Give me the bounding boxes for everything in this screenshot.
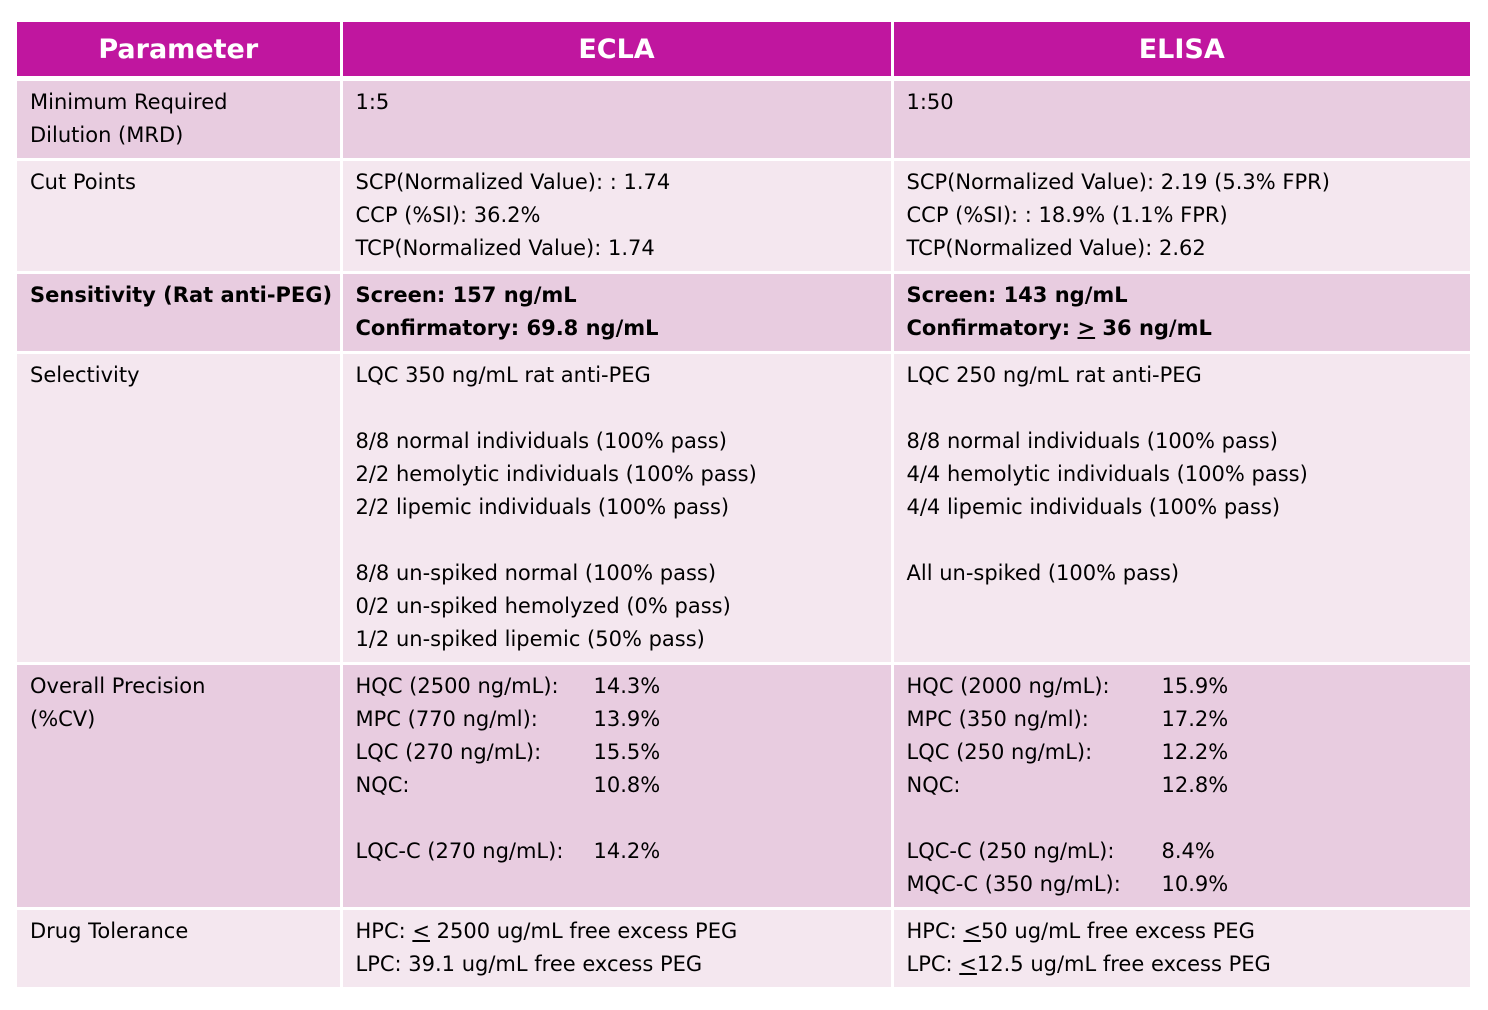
sensitivity-elisa-screen: Screen: 143 ng/mL: [906, 283, 1128, 307]
cut-points-ecla-scp: SCP(Normalized Value): : 1.74: [355, 170, 671, 194]
cut-points-ecla-ccp: CCP (%SI): 36.2%: [355, 203, 541, 227]
selectivity-elisa-normal: 8/8 normal individuals (100% pass): [906, 429, 1278, 453]
precision-ecla-lqc: LQC (270 ng/mL): 15.5%: [355, 740, 661, 764]
row-drug-tolerance: Drug Tolerance HPC: < 2500 ug/mL free ex…: [17, 908, 1470, 990]
selectivity-ecla-unspiked-hemolyzed: 0/2 un-spiked hemolyzed (0% pass): [355, 594, 731, 618]
selectivity-ecla: LQC 350 ng/mL rat anti-PEG 8/8 normal in…: [341, 352, 894, 665]
cut-points-ecla-tcp: TCP(Normalized Value): 1.74: [355, 236, 655, 260]
comparison-table: Parameter ECLA ELISA Minimum Required Di…: [17, 22, 1470, 990]
selectivity-label-text: Selectivity: [30, 363, 140, 387]
cut-points-elisa-ccp: CCP (%SI): : 18.9% (1.1% FPR): [906, 203, 1228, 227]
selectivity-elisa-lqc: LQC 250 ng/mL rat anti-PEG: [906, 363, 1202, 387]
selectivity-elisa-unspiked-all: All un-spiked (100% pass): [906, 561, 1180, 585]
cut-points-ecla: SCP(Normalized Value): : 1.74 CCP (%SI):…: [341, 159, 894, 274]
sensitivity-ecla: Screen: 157 ng/mL Confirmatory: 69.8 ng/…: [341, 272, 894, 354]
cut-points-label: Cut Points: [17, 159, 343, 274]
drug-tolerance-label-text: Drug Tolerance: [30, 919, 189, 943]
precision-ecla-mpc: MPC (770 ng/ml): 13.9%: [355, 707, 661, 731]
precision-label: Overall Precision (%CV): [17, 663, 343, 910]
row-cut-points: Cut Points SCP(Normalized Value): : 1.74…: [17, 159, 1470, 274]
selectivity-elisa: LQC 250 ng/mL rat anti-PEG 8/8 normal in…: [892, 352, 1470, 665]
selectivity-ecla-unspiked-lipemic: 1/2 un-spiked lipemic (50% pass): [355, 627, 705, 651]
sensitivity-elisa: Screen: 143 ng/mL Confirmatory: > 36 ng/…: [892, 272, 1470, 354]
precision-label-line2: (%CV): [30, 707, 96, 731]
header-ecla: ECLA: [341, 22, 894, 81]
selectivity-ecla-unspiked-normal: 8/8 un-spiked normal (100% pass): [355, 561, 717, 585]
sensitivity-elisa-confirm-prefix: Confirmatory:: [906, 316, 1078, 340]
drug-tolerance-ecla-hpc: HPC: < 2500 ug/mL free excess PEG: [355, 919, 738, 943]
sensitivity-elisa-confirmatory: Confirmatory: > 36 ng/mL: [907, 312, 1461, 345]
selectivity-elisa-lipemic: 4/4 lipemic individuals (100% pass): [906, 495, 1281, 519]
precision-elisa-nqc: NQC: 12.8%: [906, 773, 1229, 797]
sensitivity-label: Sensitivity (Rat anti-PEG): [17, 272, 343, 354]
sensitivity-ecla-confirmatory: Confirmatory: 69.8 ng/mL: [355, 316, 659, 340]
header-parameter: Parameter: [17, 22, 343, 81]
mrd-elisa-value: 1:50: [906, 90, 954, 114]
lte-symbol: <: [963, 919, 981, 943]
gte-symbol: >: [1077, 316, 1096, 340]
sensitivity-ecla-screen: Screen: 157 ng/mL: [355, 283, 577, 307]
drug-tolerance-elisa-lpc: LPC: <12.5 ug/mL free excess PEG: [906, 952, 1271, 976]
precision-ecla: HQC (2500 ng/mL): 14.3% MPC (770 ng/ml): 1…: [341, 663, 894, 910]
precision-ecla-hqc: HQC (2500 ng/mL): 14.3%: [355, 674, 661, 698]
cut-points-elisa-scp: SCP(Normalized Value): 2.19 (5.3% FPR): [906, 170, 1330, 194]
precision-ecla-lqc-c: LQC-C (270 ng/mL): 14.2%: [355, 839, 661, 863]
precision-ecla-nqc: NQC: 10.8%: [355, 773, 661, 797]
drug-tolerance-label: Drug Tolerance: [17, 908, 343, 990]
drug-tolerance-ecla-lpc: LPC: 39.1 ug/mL free excess PEG: [355, 952, 703, 976]
lte-symbol: <: [959, 952, 977, 976]
selectivity-ecla-lqc: LQC 350 ng/mL rat anti-PEG: [355, 363, 651, 387]
precision-elisa-mpc: MPC (350 ng/ml): 17.2%: [906, 707, 1229, 731]
selectivity-ecla-lipemic: 2/2 lipemic individuals (100% pass): [355, 495, 730, 519]
cut-points-elisa: SCP(Normalized Value): 2.19 (5.3% FPR) C…: [892, 159, 1470, 274]
sensitivity-label-text: Sensitivity (Rat anti-PEG): [30, 283, 333, 307]
row-sensitivity: Sensitivity (Rat anti-PEG) Screen: 157 n…: [17, 272, 1470, 354]
mrd-elisa: 1:50: [892, 78, 1470, 161]
selectivity-label: Selectivity: [17, 352, 343, 665]
selectivity-elisa-hemolytic: 4/4 hemolytic individuals (100% pass): [906, 462, 1308, 486]
selectivity-ecla-normal: 8/8 normal individuals (100% pass): [355, 429, 727, 453]
row-selectivity: Selectivity LQC 350 ng/mL rat anti-PEG 8…: [17, 352, 1470, 665]
precision-elisa-lqc: LQC (250 ng/mL): 12.2%: [906, 740, 1229, 764]
precision-elisa-lqc-c: LQC-C (250 ng/mL): 8.4%: [906, 839, 1215, 863]
cut-points-elisa-tcp: TCP(Normalized Value): 2.62: [906, 236, 1206, 260]
selectivity-ecla-hemolytic: 2/2 hemolytic individuals (100% pass): [355, 462, 757, 486]
mrd-ecla-value: 1:5: [355, 90, 390, 114]
precision-label-line1: Overall Precision: [30, 674, 206, 698]
precision-elisa: HQC (2000 ng/mL): 15.9% MPC (350 ng/ml): 1…: [892, 663, 1470, 910]
sensitivity-elisa-confirm-value: 36 ng/mL: [1095, 316, 1212, 340]
cut-points-label-text: Cut Points: [30, 170, 136, 194]
mrd-label: Minimum Required Dilution (MRD): [17, 78, 343, 161]
drug-tolerance-elisa-hpc: HPC: <50 ug/mL free excess PEG: [906, 919, 1255, 943]
mrd-ecla: 1:5: [341, 78, 894, 161]
row-precision: Overall Precision (%CV) HQC (2500 ng/mL)…: [17, 663, 1470, 910]
mrd-label-line1: Minimum Required: [30, 90, 228, 114]
precision-elisa-hqc: HQC (2000 ng/mL): 15.9%: [906, 674, 1229, 698]
drug-tolerance-elisa: HPC: <50 ug/mL free excess PEG LPC: <12.…: [892, 908, 1470, 990]
lte-symbol: <: [412, 919, 430, 943]
precision-elisa-mqc-c: MQC-C (350 ng/mL): 10.9%: [906, 872, 1229, 896]
row-mrd: Minimum Required Dilution (MRD) 1:5 1:50: [17, 78, 1470, 161]
mrd-label-line2: Dilution (MRD): [30, 123, 184, 147]
drug-tolerance-ecla: HPC: < 2500 ug/mL free excess PEG LPC: 3…: [341, 908, 894, 990]
header-row: Parameter ECLA ELISA: [17, 22, 1470, 81]
header-elisa: ELISA: [892, 22, 1470, 81]
